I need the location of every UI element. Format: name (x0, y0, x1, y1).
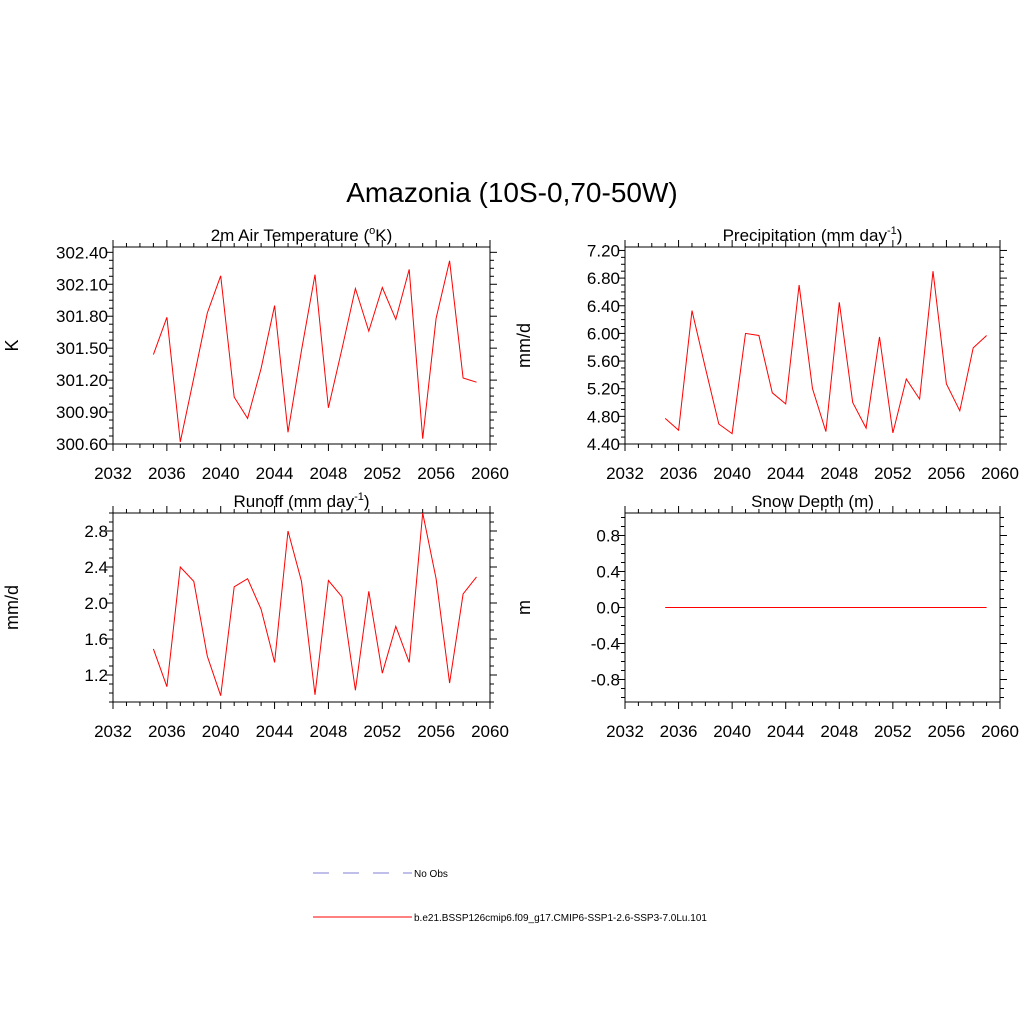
x-tick-label: 2040 (202, 464, 240, 483)
x-tick-label: 2040 (202, 722, 240, 741)
y-tick-label: 300.90 (56, 403, 108, 422)
y-tick-label: 1.2 (84, 666, 108, 685)
y-tick-label: 5.20 (587, 380, 620, 399)
panel-precipitation: 2032 2036 2040 2044 2048 2052 2056 2060 4.40 4.80… (514, 225, 1019, 483)
panel-snow-depth: 2032 2036 2040 2044 2048 2052 2056 2060 -0.8 -0.4… (514, 492, 1019, 741)
x-tick-label: 2052 (874, 722, 912, 741)
series-line-precipitation (664, 271, 987, 435)
y-tick-label: 302.40 (56, 243, 108, 262)
legend-series-label: b.e21.BSSP126cmip6.f09_g17.CMIP6-SSP1-2.… (414, 913, 707, 924)
y-tick-label: 5.60 (587, 352, 620, 371)
y-tick-label: 301.20 (56, 371, 108, 390)
x-tick-label: 2048 (310, 722, 348, 741)
x-tick-label: 2044 (767, 722, 805, 741)
y-tick-label: 4.80 (587, 407, 620, 426)
x-tick-label: 2056 (417, 722, 455, 741)
x-tick-label: 2036 (660, 722, 698, 741)
x-tick-label: 2040 (713, 464, 751, 483)
x-tick-label: 2032 (606, 722, 644, 741)
x-tick-label: 2060 (471, 464, 509, 483)
plot-frame (624, 246, 1001, 445)
x-tick-label: 2032 (94, 464, 132, 483)
x-tick-label: 2048 (820, 464, 858, 483)
series-line-runoff (152, 512, 477, 696)
x-tick-label: 2060 (981, 722, 1019, 741)
series-line-temperature (152, 260, 477, 443)
y-tick-label: 6.00 (587, 324, 620, 343)
y-axis-label: m (514, 600, 534, 615)
y-tick-label: 7.20 (587, 241, 620, 260)
y-tick-label: 0.8 (596, 527, 620, 546)
y-tick-label: 6.40 (587, 297, 620, 316)
x-tick-label: 2044 (767, 464, 805, 483)
figure-title: Amazonia (10S-0,70-50W) (346, 177, 677, 208)
x-tick-label: 2052 (874, 464, 912, 483)
y-tick-label: 0.4 (596, 563, 620, 582)
y-axis-label: mm/d (514, 323, 534, 368)
x-tick-label: 2056 (417, 464, 455, 483)
x-tick-label: 2044 (256, 464, 294, 483)
x-tick-label: 2044 (256, 722, 294, 741)
panel-temperature: 2032 2036 2040 2044 2048 2052 2056 2060 300.60 30… (2, 225, 509, 483)
x-tick-label: 2052 (363, 722, 401, 741)
y-tick-label: 2.0 (84, 594, 108, 613)
legend: No Obs b.e21.BSSP126cmip6.f09_g17.CMIP6-… (313, 869, 707, 924)
x-tick-label: 2052 (363, 464, 401, 483)
y-tick-label: 0.0 (596, 599, 620, 618)
y-tick-label: -0.8 (591, 671, 620, 690)
panel-title: 2m Air Temperature (oK) (211, 225, 393, 245)
x-tick-label: 2032 (606, 464, 644, 483)
panel-title: Snow Depth (m) (751, 492, 874, 511)
x-tick-label: 2048 (820, 722, 858, 741)
x-tick-label: 2040 (713, 722, 751, 741)
x-tick-label: 2036 (148, 722, 186, 741)
y-tick-label: 2.4 (84, 558, 108, 577)
panel-title: Precipitation (mm day-1) (723, 225, 903, 245)
plot-frame (112, 512, 491, 703)
panel-runoff: 2032 2036 2040 2044 2048 2052 2056 2060 1.2 1.6 2.… (2, 491, 509, 741)
y-tick-label: 2.8 (84, 522, 108, 541)
x-tick-label: 2060 (981, 464, 1019, 483)
y-tick-label: 300.60 (56, 435, 108, 454)
y-tick-label: 1.6 (84, 630, 108, 649)
x-tick-label: 2036 (148, 464, 186, 483)
y-tick-label: 301.50 (56, 339, 108, 358)
y-axis-label: K (2, 339, 22, 351)
y-tick-label: 301.80 (56, 307, 108, 326)
y-tick-label: 4.40 (587, 435, 620, 454)
x-tick-label: 2036 (660, 464, 698, 483)
x-tick-label: 2056 (928, 722, 966, 741)
y-tick-label: 6.80 (587, 269, 620, 288)
legend-no-obs-label: No Obs (414, 869, 448, 880)
panel-title: Runoff (mm day-1) (233, 491, 369, 511)
x-tick-label: 2056 (928, 464, 966, 483)
x-tick-label: 2048 (310, 464, 348, 483)
y-tick-label: 302.10 (56, 275, 108, 294)
y-tick-label: -0.4 (591, 635, 620, 654)
x-tick-label: 2032 (94, 722, 132, 741)
x-tick-label: 2060 (471, 722, 509, 741)
panels: 2032 2036 2040 2044 2048 2052 2056 2060 300.60 30… (2, 225, 1019, 741)
y-axis-label: mm/d (2, 585, 22, 630)
